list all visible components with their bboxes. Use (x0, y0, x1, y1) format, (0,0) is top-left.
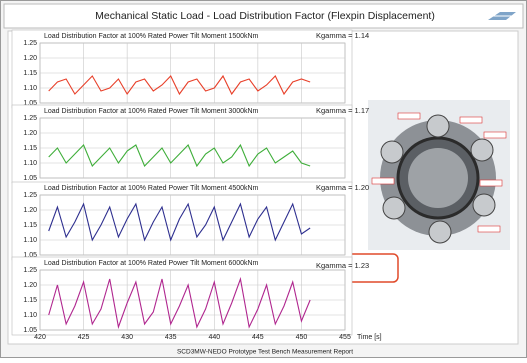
y-tick-label: 1.20 (23, 282, 37, 289)
chart-panel: Load Distribution Factor at 100% Rated P… (12, 105, 369, 183)
y-tick-label: 1.05 (23, 327, 37, 334)
y-tick-label: 1.20 (23, 55, 37, 62)
kgamma-annotation: Kgamma = 1.20 (316, 183, 369, 192)
y-tick-label: 1.15 (23, 70, 37, 77)
kgamma-annotation: Kgamma = 1.23 (316, 261, 369, 270)
y-tick-label: 1.20 (23, 207, 37, 214)
chart-title: Load Distribution Factor at 100% Rated P… (44, 33, 259, 40)
y-tick-label: 1.15 (23, 222, 37, 229)
chart-panel: Load Distribution Factor at 100% Rated P… (12, 30, 369, 108)
chart-panel: Load Distribution Factor at 100% Rated P… (12, 182, 369, 260)
y-tick-label: 1.10 (23, 312, 37, 319)
kgamma-annotation: Kgamma = 1.14 (316, 31, 369, 40)
x-tick-label: 445 (252, 334, 264, 341)
x-tick-label: 455 (339, 334, 351, 341)
y-tick-label: 1.25 (23, 267, 37, 274)
x-tick-label: 425 (78, 334, 90, 341)
chart-title: Load Distribution Factor at 100% Rated P… (44, 185, 259, 192)
y-tick-label: 1.25 (23, 115, 37, 122)
flexpin-diagram (368, 100, 510, 250)
y-tick-label: 1.25 (23, 40, 37, 47)
slide: Mechanical Static Load - Load Distributi… (0, 0, 527, 358)
x-tick-label: 440 (208, 334, 220, 341)
chart-title: Load Distribution Factor at 100% Rated P… (44, 260, 259, 267)
y-tick-label: 1.10 (23, 237, 37, 244)
y-tick-label: 1.10 (23, 85, 37, 92)
slide-title: Mechanical Static Load - Load Distributi… (95, 10, 435, 22)
x-axis-label: Time [s] (357, 334, 382, 341)
y-tick-label: 1.05 (23, 175, 37, 182)
x-tick-label: 420 (34, 334, 46, 341)
chart-title: Load Distribution Factor at 100% Rated P… (44, 108, 259, 115)
x-tick-label: 450 (296, 334, 308, 341)
kgamma-annotation: Kgamma = 1.17 (316, 106, 369, 115)
y-tick-label: 1.25 (23, 192, 37, 199)
y-tick-label: 1.10 (23, 160, 37, 167)
y-tick-label: 1.15 (23, 145, 37, 152)
y-tick-label: 1.15 (23, 297, 37, 304)
x-tick-label: 430 (121, 334, 133, 341)
x-tick-label: 435 (165, 334, 177, 341)
chart-panel: Load Distribution Factor at 100% Rated P… (12, 257, 382, 341)
footer: SCD3MW-NEDO Prototype Test Bench Measure… (177, 349, 353, 356)
y-tick-label: 1.20 (23, 130, 37, 137)
